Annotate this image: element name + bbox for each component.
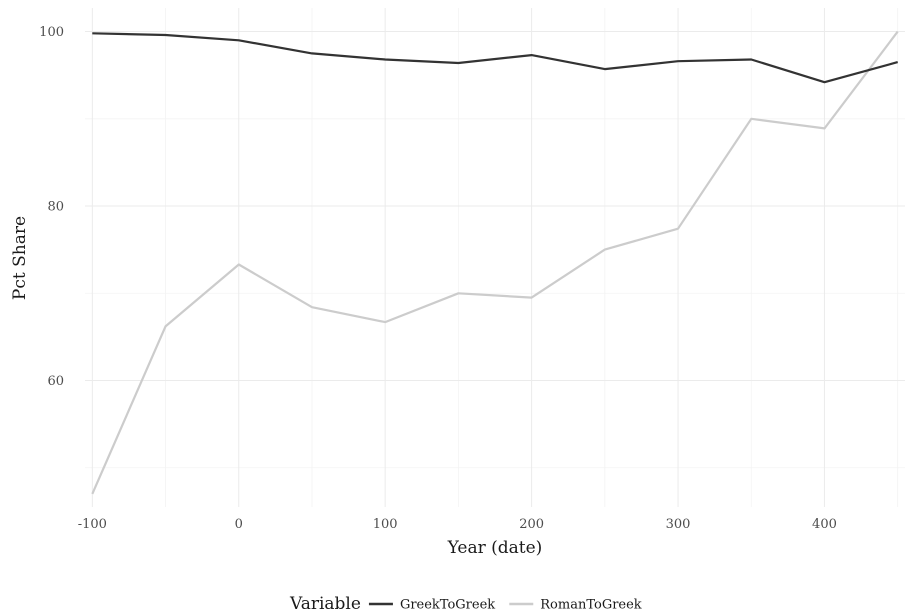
series-lines [91, 30, 899, 495]
legend-label-romantogreek: RomanToGreek [540, 598, 642, 612]
x-axis-ticks: -100 0 100 200 300 400 [78, 517, 837, 532]
x-tick-label: 100 [373, 517, 398, 532]
x-tick-label: 0 [235, 517, 243, 532]
legend-title: Variable [289, 594, 361, 612]
y-axis-title: Pct Share [10, 216, 30, 300]
legend-label-greektogreek: GreekToGreek [400, 598, 495, 612]
x-axis-title: Year (date) [447, 538, 543, 558]
series-line-greektogreek [92, 32, 898, 84]
x-tick-label: -100 [78, 517, 107, 532]
y-tick-label: 100 [39, 25, 64, 40]
x-tick-label: 300 [666, 517, 691, 532]
y-tick-label: 60 [47, 374, 64, 389]
grid [85, 8, 905, 507]
legend: Variable GreekToGreek RomanToGreek [289, 594, 642, 612]
series-line-romantogreek [91, 30, 899, 495]
y-axis-ticks: 60 80 100 [39, 25, 64, 389]
x-tick-label: 400 [812, 517, 837, 532]
y-tick-label: 80 [47, 200, 64, 215]
x-tick-label: 200 [519, 517, 544, 532]
